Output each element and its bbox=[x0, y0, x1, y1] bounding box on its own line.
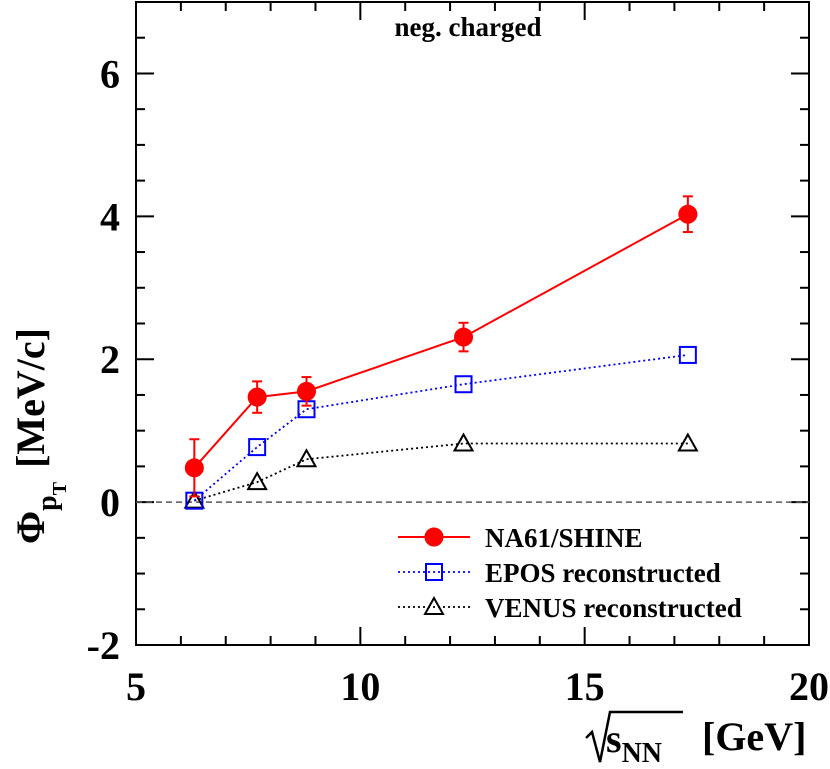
x-tick-label: 15 bbox=[565, 664, 605, 709]
data-point bbox=[246, 471, 268, 491]
legend-label: VENUS reconstructed bbox=[485, 593, 742, 623]
series-epos-reconstructed bbox=[185, 345, 697, 510]
legend-label: EPOS reconstructed bbox=[485, 558, 721, 588]
x-tick-label: 20 bbox=[789, 664, 829, 709]
x-tick-label: 5 bbox=[126, 664, 146, 709]
svg-text:ΦpT[MeV/c]: ΦpT [MeV/c] bbox=[8, 328, 71, 544]
y-axis-subsub: T bbox=[49, 481, 71, 495]
data-point bbox=[677, 432, 699, 452]
series-line bbox=[194, 442, 688, 502]
series-line bbox=[193, 213, 689, 469]
plot-frame bbox=[135, 1, 810, 646]
y-tick-label: 2 bbox=[100, 337, 120, 382]
y-axis-symbol: Φ bbox=[8, 511, 53, 544]
y-tick-label: 6 bbox=[100, 51, 120, 96]
data-point bbox=[247, 387, 267, 407]
y-tick-label: 4 bbox=[100, 194, 120, 239]
data-point bbox=[678, 204, 698, 224]
series-na61-shine bbox=[184, 195, 698, 498]
data-point bbox=[184, 458, 204, 478]
sqrt-sign bbox=[585, 710, 683, 763]
data-point bbox=[295, 448, 318, 468]
chart-annotation: neg. charged bbox=[395, 12, 542, 42]
data-point bbox=[452, 432, 475, 452]
x-tick-label: 10 bbox=[340, 664, 380, 709]
x-axis-title: sNN [GeV] bbox=[585, 710, 806, 769]
svg-text:sNN: sNN bbox=[606, 716, 662, 769]
series-line bbox=[193, 354, 688, 502]
data-point bbox=[454, 375, 473, 394]
legend-label: NA61/SHINE bbox=[485, 523, 643, 553]
y-axis-sub: p bbox=[32, 495, 63, 511]
data-point bbox=[454, 327, 474, 347]
y-axis-unit: [MeV/c] bbox=[8, 328, 53, 468]
x-axis-sub: NN bbox=[622, 738, 662, 769]
series-layer bbox=[183, 195, 699, 510]
y-tick-label: 0 bbox=[100, 480, 120, 525]
legend-marker bbox=[424, 527, 444, 547]
data-point bbox=[678, 345, 697, 364]
legend-marker bbox=[423, 595, 445, 615]
y-axis-title: ΦpT [MeV/c] bbox=[8, 328, 71, 544]
data-point bbox=[248, 438, 267, 457]
legend-marker bbox=[425, 563, 443, 581]
x-axis-main: s bbox=[606, 716, 622, 761]
series-venus-reconstructed bbox=[183, 432, 699, 509]
y-tick-label: -2 bbox=[87, 623, 120, 668]
x-axis-unit: [GeV] bbox=[702, 714, 806, 759]
data-point bbox=[296, 381, 316, 401]
legend: NA61/SHINE EPOS reconstructed VENUS recons… bbox=[398, 523, 742, 623]
axes-layer: 5 10 15 20 -2 0 2 4 6 bbox=[87, 1, 829, 709]
